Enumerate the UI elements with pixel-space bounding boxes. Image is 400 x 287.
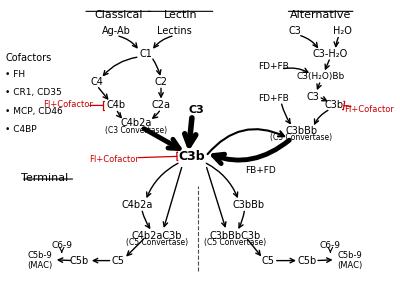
Text: C3b: C3b bbox=[325, 100, 344, 110]
Text: C5b-9
(MAC): C5b-9 (MAC) bbox=[28, 251, 53, 270]
Text: FD+FB: FD+FB bbox=[258, 94, 289, 103]
Text: • MCP, CD46: • MCP, CD46 bbox=[5, 106, 63, 116]
Text: Lectins: Lectins bbox=[157, 26, 192, 36]
Text: C2: C2 bbox=[154, 77, 168, 88]
Text: C5: C5 bbox=[112, 256, 125, 265]
Text: FI+Cofactor: FI+Cofactor bbox=[344, 105, 394, 115]
Text: C4b2a: C4b2a bbox=[120, 118, 151, 128]
Text: (C5 Convertase): (C5 Convertase) bbox=[204, 238, 266, 247]
Text: C3(H₂O)Bb: C3(H₂O)Bb bbox=[296, 72, 345, 81]
Text: • C4BP: • C4BP bbox=[5, 125, 37, 134]
Text: FI+Cofactor: FI+Cofactor bbox=[89, 155, 139, 164]
Text: C5: C5 bbox=[262, 256, 274, 265]
Text: (C5 Convertase): (C5 Convertase) bbox=[126, 238, 188, 247]
Text: Cofactors: Cofactors bbox=[5, 53, 52, 63]
Text: C4b2aC3b: C4b2aC3b bbox=[132, 231, 182, 241]
Text: H₂O: H₂O bbox=[333, 26, 352, 36]
Text: C4b: C4b bbox=[107, 100, 126, 110]
Text: C2a: C2a bbox=[152, 100, 170, 110]
Text: C4b2a: C4b2a bbox=[122, 199, 153, 210]
Text: C5b: C5b bbox=[70, 256, 89, 265]
Text: C3: C3 bbox=[306, 92, 319, 102]
Text: Alternative: Alternative bbox=[290, 10, 351, 20]
Text: C3: C3 bbox=[188, 105, 204, 115]
Text: C5b: C5b bbox=[297, 256, 317, 265]
Text: (C3 Convertase): (C3 Convertase) bbox=[270, 133, 332, 142]
Text: C3bBb: C3bBb bbox=[232, 199, 265, 210]
Text: Ag-Ab: Ag-Ab bbox=[102, 26, 131, 36]
Text: C3bBbC3b: C3bBbC3b bbox=[209, 231, 261, 241]
Text: FB+FD: FB+FD bbox=[245, 166, 276, 175]
Text: C5b-9
(MAC): C5b-9 (MAC) bbox=[337, 251, 362, 270]
Text: C3: C3 bbox=[289, 26, 302, 36]
Text: C3b: C3b bbox=[179, 150, 206, 163]
Text: C6-9: C6-9 bbox=[51, 241, 72, 250]
Text: C1: C1 bbox=[139, 49, 152, 59]
Text: C6-9: C6-9 bbox=[320, 241, 341, 250]
Text: • CR1, CD35: • CR1, CD35 bbox=[5, 88, 62, 97]
Text: C4: C4 bbox=[90, 77, 103, 88]
Text: Lectin: Lectin bbox=[164, 10, 197, 20]
Text: C3bBb: C3bBb bbox=[285, 126, 317, 136]
Text: • FH: • FH bbox=[5, 70, 26, 79]
Text: FD+FB: FD+FB bbox=[258, 62, 289, 71]
Text: C3-H₂O: C3-H₂O bbox=[313, 49, 348, 59]
Text: FI+Cofactor: FI+Cofactor bbox=[43, 100, 92, 109]
Text: (C3 Convertase): (C3 Convertase) bbox=[105, 126, 167, 135]
Text: Terminal: Terminal bbox=[21, 172, 68, 183]
Text: Classical: Classical bbox=[94, 10, 142, 20]
